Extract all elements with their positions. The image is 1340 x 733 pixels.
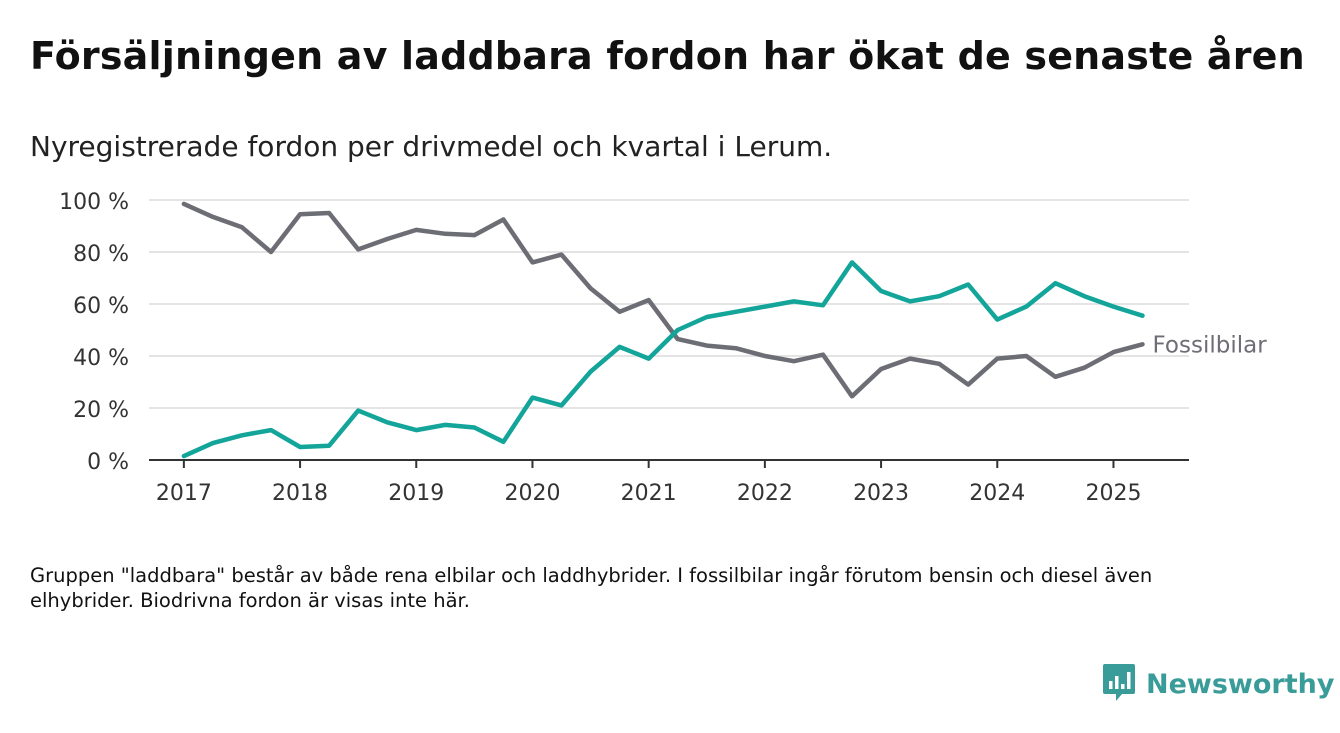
x-tick-label: 2018 bbox=[272, 481, 328, 506]
series-labels: Fossilbilar bbox=[1153, 332, 1268, 358]
bar-chart-speech-icon bbox=[1102, 662, 1136, 706]
x-tick-label: 2024 bbox=[969, 481, 1025, 506]
x-tick-label: 2021 bbox=[621, 481, 677, 506]
x-tick-label: 2019 bbox=[388, 481, 444, 506]
y-tick-label: 40 % bbox=[73, 346, 129, 371]
newsworthy-logo[interactable]: Newsworthy bbox=[1102, 662, 1334, 706]
x-tick-label: 2017 bbox=[156, 481, 212, 506]
x-tick-label: 2022 bbox=[737, 481, 793, 506]
chart-title: Försäljningen av laddbara fordon har öka… bbox=[30, 34, 1305, 78]
x-tick-label: 2020 bbox=[504, 481, 560, 506]
series-lines bbox=[181, 201, 1145, 459]
x-tick-label: 2025 bbox=[1085, 481, 1141, 506]
axes: 0 % 20 % 40 % 60 % 80 % 100 % 2017 2018 2019 2020… bbox=[59, 190, 1189, 506]
series-line-1 bbox=[181, 260, 1145, 459]
y-tick-label: 0 % bbox=[87, 450, 129, 475]
footnote: Gruppen "laddbara" består av både rena e… bbox=[30, 564, 1153, 612]
series-label-0: Fossilbilar bbox=[1153, 332, 1268, 358]
brand-name: Newsworthy bbox=[1146, 668, 1335, 700]
y-tick-label: 100 % bbox=[59, 190, 129, 215]
series-line-0 bbox=[181, 201, 1145, 399]
x-tick-label: 2023 bbox=[853, 481, 909, 506]
y-tick-label: 80 % bbox=[73, 242, 129, 267]
y-tick-label: 60 % bbox=[73, 294, 129, 319]
y-tick-label: 20 % bbox=[73, 398, 129, 423]
chart-subtitle: Nyregistrerade fordon per drivmedel och … bbox=[30, 130, 833, 163]
